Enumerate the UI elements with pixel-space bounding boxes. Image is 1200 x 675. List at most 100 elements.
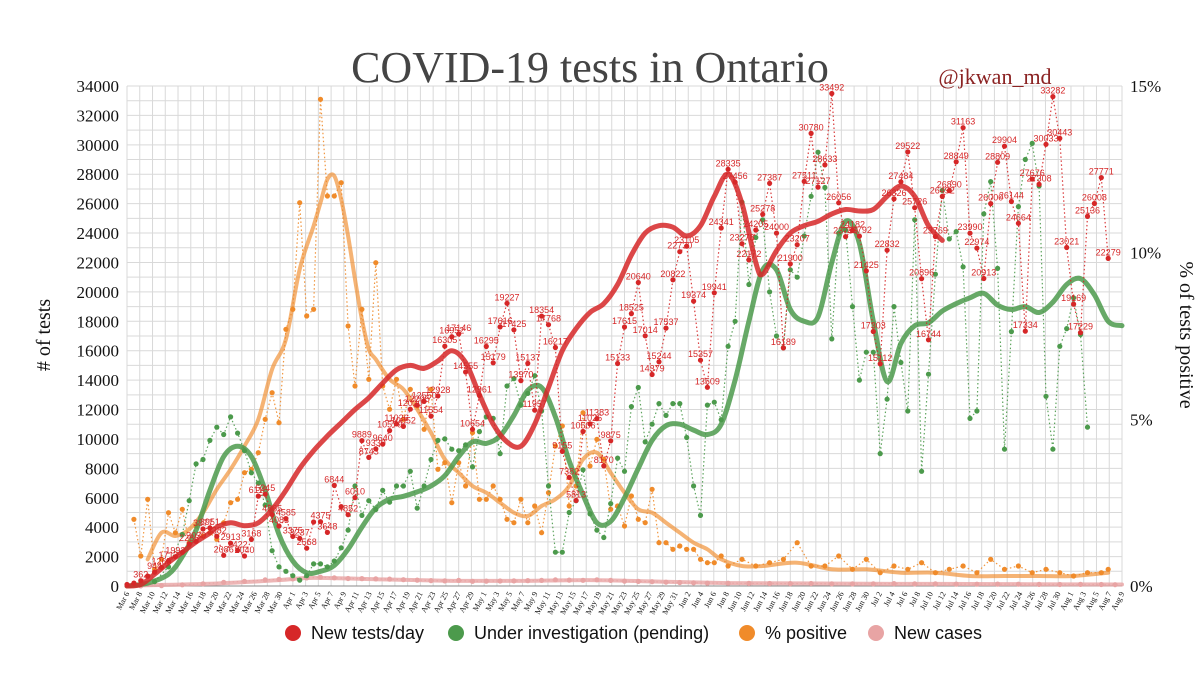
series-new-cases-point	[725, 580, 731, 586]
series-positive-point	[849, 566, 856, 572]
series-new-tests-point	[179, 549, 185, 556]
series-new-tests-point	[158, 564, 165, 571]
series-new-tests-point	[352, 495, 358, 501]
series-positive-point	[228, 500, 234, 506]
series-pending-point	[317, 561, 324, 567]
series-pending-point	[608, 501, 614, 507]
y-tick-label-left: 22000	[77, 253, 120, 272]
data-label-new-tests: 25726	[902, 197, 927, 207]
series-new-tests-point	[608, 438, 614, 444]
data-label-new-tests: 17229	[1068, 322, 1093, 332]
series-new-cases-point	[912, 581, 918, 587]
data-label-new-tests: 13509	[695, 376, 720, 386]
data-label-new-tests: 24664	[1006, 212, 1031, 222]
series-pending-point	[988, 179, 994, 185]
series-pending-point	[898, 359, 904, 366]
series-new-cases-point	[158, 583, 165, 589]
series-positive-point	[435, 466, 441, 472]
data-label-new-tests: 27387	[757, 172, 782, 182]
series-pending-point	[856, 377, 863, 383]
right-axis: 0% 5% 10% 15%	[1130, 77, 1161, 596]
data-label-new-tests: 22730	[667, 241, 692, 251]
data-label-new-tests: 944	[147, 561, 162, 571]
data-label-new-tests: 22832	[875, 239, 900, 249]
series-new-tests-point	[435, 393, 441, 399]
series-new-cases-point	[276, 576, 282, 583]
series-new-tests-point	[960, 125, 966, 131]
series-pending-point	[635, 384, 641, 391]
series-pending-point	[414, 505, 420, 511]
data-label-new-tests: 24000	[764, 222, 789, 232]
series-pending-point	[870, 349, 876, 355]
series-new-tests-point	[421, 398, 427, 404]
data-label-new-tests: 23792	[847, 225, 872, 235]
data-label-new-tests: 27456	[723, 171, 748, 181]
series-new-tests-point	[836, 200, 842, 206]
series-new-cases-point	[317, 574, 324, 580]
series-positive-point	[490, 483, 496, 489]
data-label-new-tests: 1993	[165, 546, 185, 556]
data-label-new-tests: 9155	[552, 440, 572, 450]
series-new-cases-point	[200, 581, 206, 587]
series-pending-point	[552, 549, 559, 555]
series-pending-point	[1057, 343, 1063, 349]
series-positive-point	[400, 416, 406, 422]
series-pending-point	[912, 217, 918, 223]
series-new-tests-point	[919, 276, 925, 282]
series-new-tests-point	[1008, 198, 1015, 205]
series-pending-point	[1008, 329, 1015, 335]
series-positive-point	[1071, 573, 1077, 579]
series-pending-point	[276, 564, 282, 570]
data-label-new-tests: 17146	[446, 323, 471, 333]
series-pending-point	[704, 402, 711, 408]
x-tick-label: Jul 6	[894, 590, 909, 608]
series-new-tests-point	[463, 369, 469, 375]
series-new-tests-point	[580, 428, 586, 435]
series-pending-point	[366, 498, 372, 504]
series-positive-point	[511, 520, 517, 526]
series-pending-trend-line	[124, 218, 1125, 589]
series-pending-point	[1043, 393, 1049, 399]
series-new-tests-point	[1071, 301, 1077, 307]
series-positive-point	[1015, 563, 1022, 569]
series-new-tests-point	[815, 184, 821, 190]
series-positive-point	[158, 556, 165, 562]
data-label-new-tests: 27511	[792, 170, 816, 180]
data-label-new-tests: 362	[133, 570, 148, 580]
series-new-cases-point	[691, 580, 697, 586]
series-new-tests-point	[912, 205, 918, 211]
series-new-cases	[125, 574, 1124, 589]
series-new-tests-point	[711, 290, 717, 296]
series-new-tests-point	[504, 300, 510, 306]
series-positive-point	[566, 503, 572, 509]
series-new-tests-point	[380, 441, 386, 447]
series-new-tests-point	[393, 421, 400, 427]
legend-label-pending: Under investigation (pending)	[474, 623, 709, 643]
series-new-tests-point	[843, 234, 849, 240]
series-new-tests-point	[697, 357, 704, 363]
y-tick-label-left: 26000	[77, 195, 120, 214]
series-pending-point	[200, 456, 206, 463]
series-new-tests-point	[124, 581, 130, 588]
series-new-cases-point	[808, 580, 814, 587]
series-pending-point	[1001, 446, 1008, 452]
series-pending-point	[808, 193, 814, 199]
series-new-tests-point	[725, 166, 731, 172]
data-label-new-tests: 3648	[317, 521, 337, 531]
data-label-new-tests: 16295	[474, 335, 499, 345]
series-new-tests-point	[532, 407, 538, 413]
series-new-cases-point	[594, 577, 600, 583]
series-new-tests-point	[905, 149, 911, 155]
series-new-tests-point	[925, 337, 932, 343]
data-label-new-tests: 22172	[736, 249, 761, 259]
data-label-new-tests: 3375	[283, 525, 303, 535]
series-positive-point	[1001, 566, 1008, 572]
series-new-cases-point	[566, 577, 572, 583]
series-positive-point	[1043, 566, 1049, 572]
data-label-new-tests: 2422	[228, 539, 248, 549]
series-pending-point	[400, 483, 406, 489]
series-pending-point	[387, 499, 393, 505]
series-new-tests-point	[1057, 135, 1063, 141]
data-label-new-tests: 4852	[338, 504, 358, 514]
series-pending-point	[393, 483, 400, 489]
